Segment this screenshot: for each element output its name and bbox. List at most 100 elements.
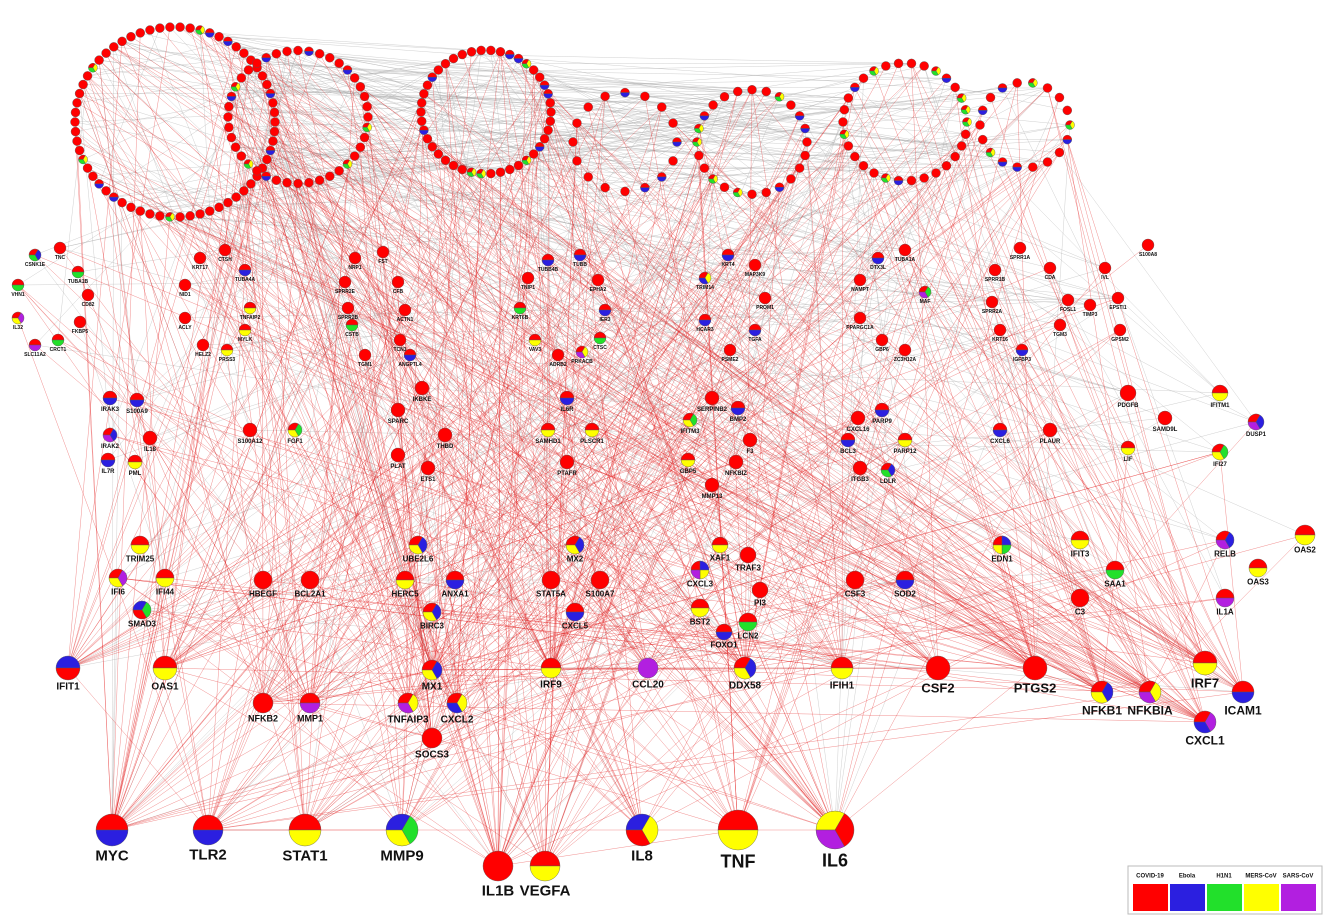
ring-node [657, 172, 667, 182]
edge [297, 183, 499, 867]
node-wedge [838, 117, 848, 127]
node: PML [127, 454, 143, 477]
edge [863, 145, 962, 167]
node-wedge [730, 400, 746, 409]
node: SPARC [388, 402, 409, 425]
node-label: NFKB2 [248, 714, 278, 724]
node: CSF3 [845, 570, 866, 599]
node-label: SPRR2B [338, 315, 359, 321]
node-wedge [433, 65, 444, 75]
node: MMP9 [380, 813, 424, 864]
node-label: OAS3 [1247, 578, 1269, 587]
edge [456, 89, 753, 704]
node-wedge [236, 73, 247, 83]
node-wedge [800, 150, 810, 161]
edge [805, 139, 1068, 156]
ring-node [135, 206, 145, 216]
node-wedge [1012, 166, 1022, 172]
node-label: LCN2 [738, 632, 759, 641]
node-wedge [539, 134, 550, 144]
ring-node [956, 93, 967, 103]
edge [804, 155, 939, 669]
edge [235, 146, 939, 669]
edge [164, 577, 403, 831]
node-label: SPRR2E [335, 289, 356, 295]
node-wedge [231, 192, 241, 202]
edge [1047, 87, 1206, 664]
node: CCL20 [632, 657, 664, 691]
node: IFITM1 [1211, 384, 1230, 409]
ring-node [1028, 78, 1038, 88]
node-label: TRIM14 [696, 285, 714, 291]
node-label: SPARC [388, 419, 409, 425]
edge [550, 667, 643, 831]
node-wedge [304, 46, 314, 52]
edge [241, 155, 836, 831]
edge [265, 57, 552, 669]
node: ACLY [178, 311, 192, 331]
edge [226, 349, 1221, 394]
edge [87, 75, 433, 671]
node-wedge [262, 79, 272, 90]
node: S100A12 [237, 422, 263, 445]
node-wedge [699, 163, 710, 173]
node-label: MMP13 [702, 494, 723, 500]
node-label: BST2 [690, 618, 711, 627]
node-label: XAF1 [710, 554, 731, 563]
ring-node [82, 163, 93, 173]
node-wedge [1062, 134, 1072, 140]
ring-node [419, 125, 429, 135]
node-wedge [565, 602, 585, 613]
edge [647, 417, 859, 669]
node-wedge [931, 70, 939, 76]
node-wedge [261, 176, 271, 181]
node-wedge [985, 295, 999, 309]
edge [539, 76, 849, 147]
node: TUBA1A [895, 243, 916, 263]
edge [248, 69, 365, 97]
node-wedge [253, 570, 273, 590]
node: SOD2 [894, 570, 916, 599]
ring-node [1028, 162, 1038, 172]
node: TNFAIP2 [240, 301, 260, 321]
node-wedge [70, 117, 80, 127]
edge [111, 264, 756, 831]
node: LDLR [880, 462, 897, 485]
node-wedge [680, 452, 696, 461]
edge [857, 124, 1071, 419]
edge [111, 737, 433, 831]
node-wedge [815, 829, 845, 850]
ring-node [440, 59, 451, 69]
node-wedge [205, 28, 215, 34]
edge [421, 121, 546, 867]
edge [111, 166, 1033, 831]
node-wedge [385, 813, 411, 831]
edge [117, 577, 546, 867]
node-label: OAS2 [1294, 546, 1316, 555]
edge [256, 62, 1244, 693]
edge [544, 397, 568, 867]
node-wedge [408, 544, 423, 555]
edge [744, 97, 849, 669]
edge [98, 59, 725, 633]
ring-node [271, 175, 282, 185]
node-wedge [950, 82, 960, 93]
node-label: PI3 [754, 599, 767, 608]
node-wedge [895, 570, 915, 581]
node: BST2 [690, 598, 711, 627]
node-wedge [978, 134, 988, 145]
edge [497, 165, 864, 867]
ring-node [774, 92, 785, 102]
node: IRF7 [1191, 650, 1219, 691]
edge [111, 93, 425, 831]
ring-node [620, 87, 630, 98]
edge [74, 121, 113, 831]
node-wedge [1001, 535, 1012, 546]
edge [737, 139, 983, 831]
ring-node [82, 71, 93, 81]
node-label: PRKACB [571, 359, 593, 365]
edge [497, 115, 800, 867]
edge [111, 160, 674, 831]
node-wedge [236, 151, 247, 161]
node-wedge [397, 702, 414, 714]
